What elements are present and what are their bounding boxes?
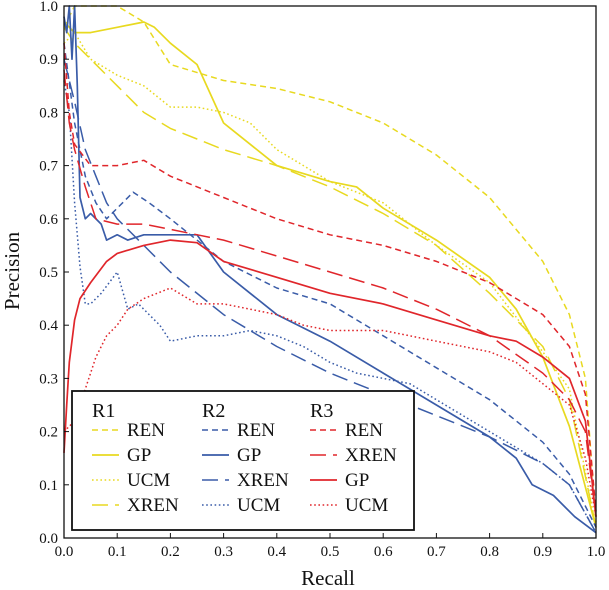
- legend-label-r2-gp: GP: [237, 445, 261, 466]
- legend-box: [71, 390, 415, 531]
- tick-labels: 0.0 0.1 0.2 0.3 0.4 0.5 0.6 0.7 0.8 0.9 1.0 0.0 0.1 0…: [39, 0, 605, 560]
- legend-label-r1-gp: GP: [127, 445, 151, 466]
- x-tick-label: 0.4: [267, 544, 286, 560]
- x-tick-label: 0.7: [427, 544, 446, 560]
- legend-label-r3-ucm: UCM: [345, 495, 388, 516]
- x-tick-label: 0.9: [533, 544, 552, 560]
- y-tick-label: 0.1: [39, 478, 58, 494]
- legend-group-r2: R2: [202, 400, 225, 422]
- x-tick-label: 1.0: [587, 544, 606, 560]
- legend-label-r2-xren: XREN: [237, 470, 289, 491]
- series-line-r3-ucm: [63, 287, 597, 517]
- legend-label-r2-ren: REN: [237, 420, 275, 441]
- legend-label-r1-ren: REN: [127, 420, 165, 441]
- x-axis-title: Recall: [301, 566, 355, 590]
- legend-label-r3-ren: REN: [345, 420, 383, 441]
- y-tick-label: 0.0: [39, 531, 58, 547]
- y-tick-label: 0.2: [39, 425, 58, 441]
- legend-label-r1-xren: XREN: [127, 495, 179, 516]
- legend-group-r3: R3: [310, 400, 333, 422]
- legend-label-r3-gp: GP: [345, 470, 369, 491]
- y-tick-label: 0.6: [39, 212, 58, 228]
- plot-area: [63, 5, 597, 534]
- series-line-r1-xren: [63, 26, 597, 528]
- y-tick-label: 0.3: [39, 371, 58, 387]
- legend-label-r3-xren: XREN: [345, 445, 397, 466]
- x-tick-label: 0.3: [214, 544, 233, 560]
- legend-label-r1-ucm: UCM: [127, 470, 170, 491]
- series-line-r3-xren: [63, 69, 597, 517]
- legend: R1 REN GP UCM XREN R2 REN GP XREN UCM R3 REN XREN GP U…: [71, 390, 415, 531]
- x-tick-label: 0.0: [55, 544, 74, 560]
- series-line-r3-gp: [63, 239, 597, 517]
- series-line-r2-xren: [63, 59, 597, 534]
- axes: [63, 5, 597, 539]
- x-tick-label: 0.8: [480, 544, 499, 560]
- legend-group-r1: R1: [92, 400, 115, 422]
- y-tick-label: 0.8: [39, 105, 58, 121]
- x-tick-label: 0.6: [374, 544, 393, 560]
- y-tick-label: 1.0: [39, 0, 58, 15]
- y-tick-label: 0.7: [39, 159, 58, 175]
- legend-label-r2-ucm: UCM: [237, 495, 280, 516]
- y-axis-title: Precision: [0, 231, 24, 310]
- y-tick-label: 0.4: [39, 318, 58, 334]
- x-tick-label: 0.1: [108, 544, 127, 560]
- series-line-r2-ren: [63, 43, 597, 528]
- x-tick-label: 0.5: [321, 544, 340, 560]
- y-tick-label: 0.5: [39, 265, 58, 281]
- series-line-r2-ucm: [63, 80, 597, 534]
- y-tick-label: 0.9: [39, 52, 58, 68]
- series-line-r2-gp: [63, 5, 597, 534]
- x-tick-label: 0.2: [161, 544, 180, 560]
